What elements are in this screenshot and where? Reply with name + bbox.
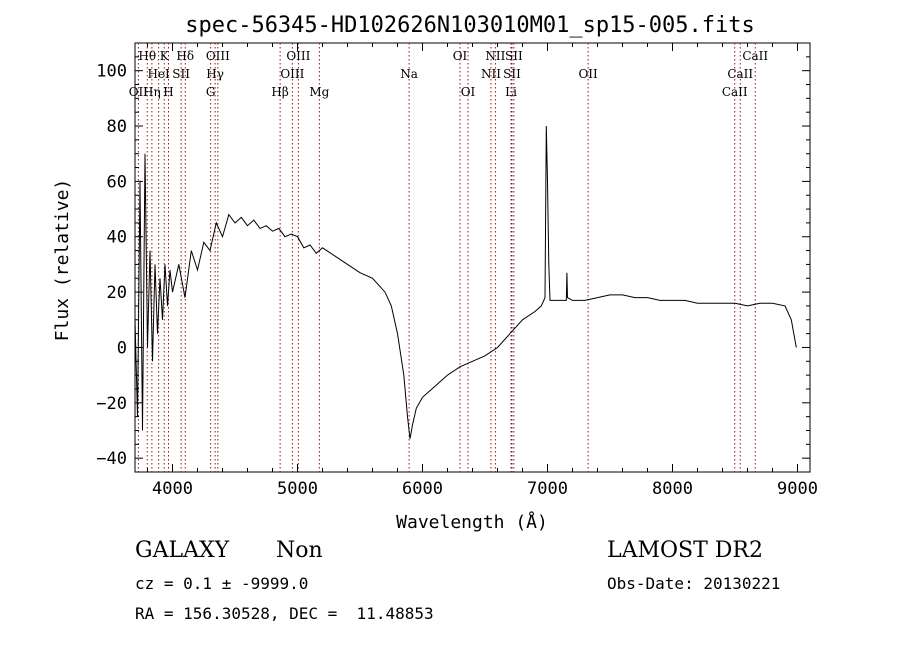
- x-tick-label-4: 8000: [652, 479, 693, 499]
- line-label-2: Hη: [143, 85, 161, 99]
- spectral-line-labels: OII Hθ Hη HeI K H SII Hδ G Hγ OIII Hβ OIII OIII Mg Na OI…: [129, 49, 769, 99]
- x-axis-label: Wavelength (Å): [396, 511, 548, 533]
- spectral-line-markers: [137, 43, 756, 472]
- line-label-1: Hθ: [138, 49, 156, 63]
- line-label-14: Mg: [309, 85, 329, 99]
- observation-date: Obs-Date: 20130221: [607, 574, 781, 593]
- line-label-23: OII: [578, 67, 598, 81]
- line-label-4: K: [160, 49, 170, 63]
- line-label-9: Hγ: [206, 67, 224, 81]
- line-label-13: OIII: [286, 49, 310, 63]
- line-label-20: Li: [505, 85, 517, 99]
- y-axis: −40 −20 0 20 40 60 80 100: [96, 56, 810, 469]
- plot-frame: [134, 42, 811, 473]
- coordinates-line: RA = 156.30528, DEC = 11.48853: [135, 604, 434, 623]
- line-label-7: Hδ: [176, 49, 194, 63]
- y-tick-label-3: 20: [107, 283, 127, 303]
- x-tick-label-5: 9000: [777, 479, 818, 499]
- x-tick-label-0: 4000: [152, 479, 193, 499]
- y-tick-label-4: 40: [107, 228, 127, 248]
- line-label-12: OIII: [280, 67, 304, 81]
- line-label-15: Na: [400, 67, 418, 81]
- redshift-line: cz = 0.1 ± -9999.0: [135, 574, 309, 593]
- x-tick-label-3: 7000: [527, 479, 568, 499]
- line-label-18: NII: [481, 67, 501, 81]
- line-label-6: SII: [172, 67, 190, 81]
- line-label-5: H: [163, 85, 173, 99]
- x-tick-label-2: 6000: [402, 479, 443, 499]
- line-label-8: G: [206, 85, 216, 99]
- spectrum-line: [134, 125, 797, 439]
- object-type: GALAXY: [135, 538, 230, 563]
- line-label-3: HeI: [147, 67, 170, 81]
- line-label-16: OI: [453, 49, 468, 63]
- line-label-0: OII: [129, 85, 149, 99]
- line-label-17: OI: [461, 85, 476, 99]
- y-tick-label-2: 0: [117, 338, 127, 358]
- line-label-24: CaII: [722, 85, 748, 99]
- line-label-22: SII: [505, 49, 523, 63]
- y-tick-label-6: 80: [107, 117, 127, 137]
- line-label-11: Hβ: [271, 85, 288, 99]
- survey-name: LAMOST DR2: [607, 538, 763, 563]
- y-tick-label-7: 100: [96, 62, 127, 82]
- y-tick-label-0: −40: [96, 449, 127, 469]
- x-tick-label-1: 5000: [277, 479, 318, 499]
- line-label-21: SII: [503, 67, 521, 81]
- y-axis-label: Flux (relative): [52, 179, 73, 342]
- line-label-19: NII: [485, 49, 505, 63]
- object-subclass: Non: [276, 538, 323, 563]
- x-axis: 4000 5000 6000 7000 8000 9000: [147, 43, 818, 499]
- y-tick-label-1: −20: [96, 394, 127, 414]
- line-label-26: CaII: [742, 49, 768, 63]
- line-label-25: CaII: [727, 67, 753, 81]
- line-label-10: OIII: [206, 49, 230, 63]
- chart-title: spec-56345-HD102626N103010M01_sp15-005.f…: [185, 13, 755, 38]
- y-tick-label-5: 60: [107, 172, 127, 192]
